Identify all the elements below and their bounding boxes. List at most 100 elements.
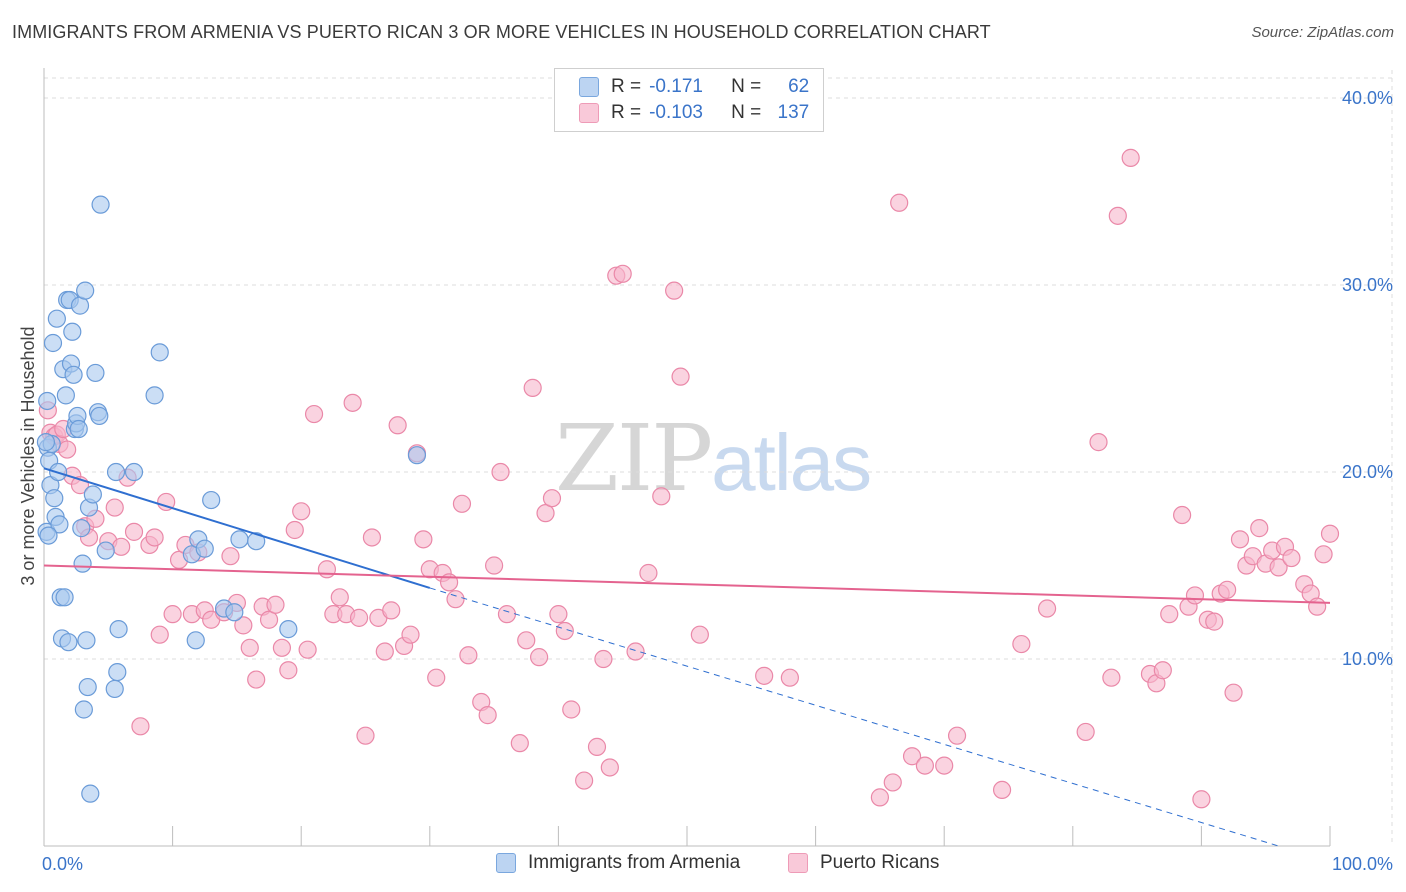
armenia-point <box>74 700 93 719</box>
armenia-point <box>55 588 74 607</box>
armenia-point <box>45 489 64 508</box>
puerto-rican-point <box>459 646 478 665</box>
armenia-point <box>73 554 92 573</box>
armenia-point <box>279 619 298 639</box>
armenia-point <box>145 386 164 405</box>
puerto-rican-point <box>131 717 150 736</box>
puerto-rican-point <box>349 608 369 627</box>
armenia-point <box>91 195 110 214</box>
watermark-zip: ZIP <box>555 405 713 512</box>
armenia-point <box>106 462 126 482</box>
puerto-rican-point <box>285 520 304 540</box>
puerto-rican-point <box>157 492 176 512</box>
puerto-rican-point <box>240 638 259 657</box>
puerto-rican-point <box>221 547 240 566</box>
legend-n-value: 137 <box>777 102 810 123</box>
grid-lines <box>44 70 1393 846</box>
puerto-rican-point <box>1250 519 1269 538</box>
puerto-rican-point <box>1230 530 1250 549</box>
puerto-rican-point <box>259 610 279 629</box>
puerto-rican-point <box>478 706 497 725</box>
puerto-rican-point <box>330 588 349 607</box>
armenia-point <box>59 633 78 652</box>
armenia-point <box>36 433 56 452</box>
puerto-rican-point <box>915 756 935 775</box>
puerto-rican-point <box>1102 668 1121 687</box>
puerto-rican-point <box>452 494 472 513</box>
puerto-rican-point <box>1269 558 1288 577</box>
puerto-rican-point <box>690 625 709 644</box>
puerto-rican-point <box>549 605 568 624</box>
chart-title: IMMIGRANTS FROM ARMENIA VS PUERTO RICAN … <box>12 22 991 42</box>
puerto-rican-point <box>356 726 375 745</box>
puerto-rican-point <box>1205 612 1224 631</box>
legend-swatch-armenia <box>579 77 599 97</box>
armenia-point <box>56 386 75 405</box>
puerto-rican-point <box>58 440 77 459</box>
puerto-rican-point <box>1282 548 1301 568</box>
puerto-rican-point <box>530 648 549 667</box>
puerto-rican-point <box>587 737 607 756</box>
puerto-rican-point <box>1076 722 1095 742</box>
puerto-rican-point <box>1173 505 1192 525</box>
puerto-rican-point <box>105 498 124 517</box>
puerto-rican-point <box>755 666 774 685</box>
puerto-rican-point <box>1224 683 1243 702</box>
armenia-point <box>63 322 82 341</box>
puerto-rican-point <box>382 601 401 620</box>
y-axis-title: 3 or more Vehicles in Household <box>18 326 38 585</box>
series-swatch-armenia <box>496 853 516 873</box>
legend-n-label: N = <box>731 102 762 123</box>
puerto-rican-point <box>1037 599 1057 618</box>
armenia-point <box>47 309 66 328</box>
puerto-rican-point <box>562 700 581 719</box>
puerto-rican-point <box>234 616 253 635</box>
legend-r-value: -0.103 <box>649 102 703 123</box>
puerto-rican-point <box>870 788 890 807</box>
armenia-point <box>64 365 83 384</box>
armenia-trend-line <box>43 467 431 589</box>
puerto-rican-point <box>427 668 446 687</box>
armenia-point <box>50 515 69 534</box>
trend-lines <box>43 467 1331 847</box>
puerto-rican-point <box>542 489 562 508</box>
puerto-rican-point <box>883 773 902 792</box>
puerto-rican-point <box>600 758 619 777</box>
puerto-rican-point <box>1160 605 1179 624</box>
armenia-point <box>186 631 205 650</box>
armenia-point <box>108 663 127 682</box>
series-legend-puerto-rican: Puerto Ricans <box>788 852 939 874</box>
armenia-point <box>86 363 105 383</box>
legend-r-label: R = <box>611 76 642 97</box>
legend-row-puerto-rican: R = -0.103 N = 137 <box>579 101 809 125</box>
series-legend: Immigrants from Armenia Puerto Ricans <box>0 852 1406 876</box>
armenia-point <box>109 619 128 639</box>
puerto-rican-point <box>362 528 382 547</box>
puerto-rican-point <box>517 631 536 650</box>
puerto-rican-point <box>947 726 967 745</box>
axes <box>43 68 1331 847</box>
puerto-rican-point <box>145 528 164 547</box>
armenia-point <box>407 446 427 465</box>
puerto-rican-point <box>124 522 144 541</box>
puerto-rican-point <box>163 605 182 624</box>
series-label-armenia: Immigrants from Armenia <box>528 852 741 873</box>
puerto-rican-point <box>292 502 311 521</box>
armenia-point <box>195 539 214 558</box>
puerto-rican-point <box>343 393 362 412</box>
source-label: Source: ZipAtlas.com <box>1251 24 1394 41</box>
series-label-puerto-rican: Puerto Ricans <box>820 852 940 873</box>
puerto-rican-point <box>1012 634 1031 654</box>
x-tick-label: 0.0% <box>42 854 83 874</box>
puerto-rican-point <box>279 661 298 680</box>
legend-n-label: N = <box>731 76 762 97</box>
puerto-rican-point <box>935 756 954 775</box>
puerto-rican-point <box>523 378 542 397</box>
y-tick-label: 40.0% <box>1342 88 1393 108</box>
puerto-rican-point <box>485 556 504 575</box>
puerto-rican-point <box>298 640 317 659</box>
armenia-point <box>72 519 91 538</box>
puerto-rican-point <box>671 367 690 386</box>
y-tick-label: 20.0% <box>1342 462 1393 482</box>
puerto-rican-point <box>247 670 266 689</box>
